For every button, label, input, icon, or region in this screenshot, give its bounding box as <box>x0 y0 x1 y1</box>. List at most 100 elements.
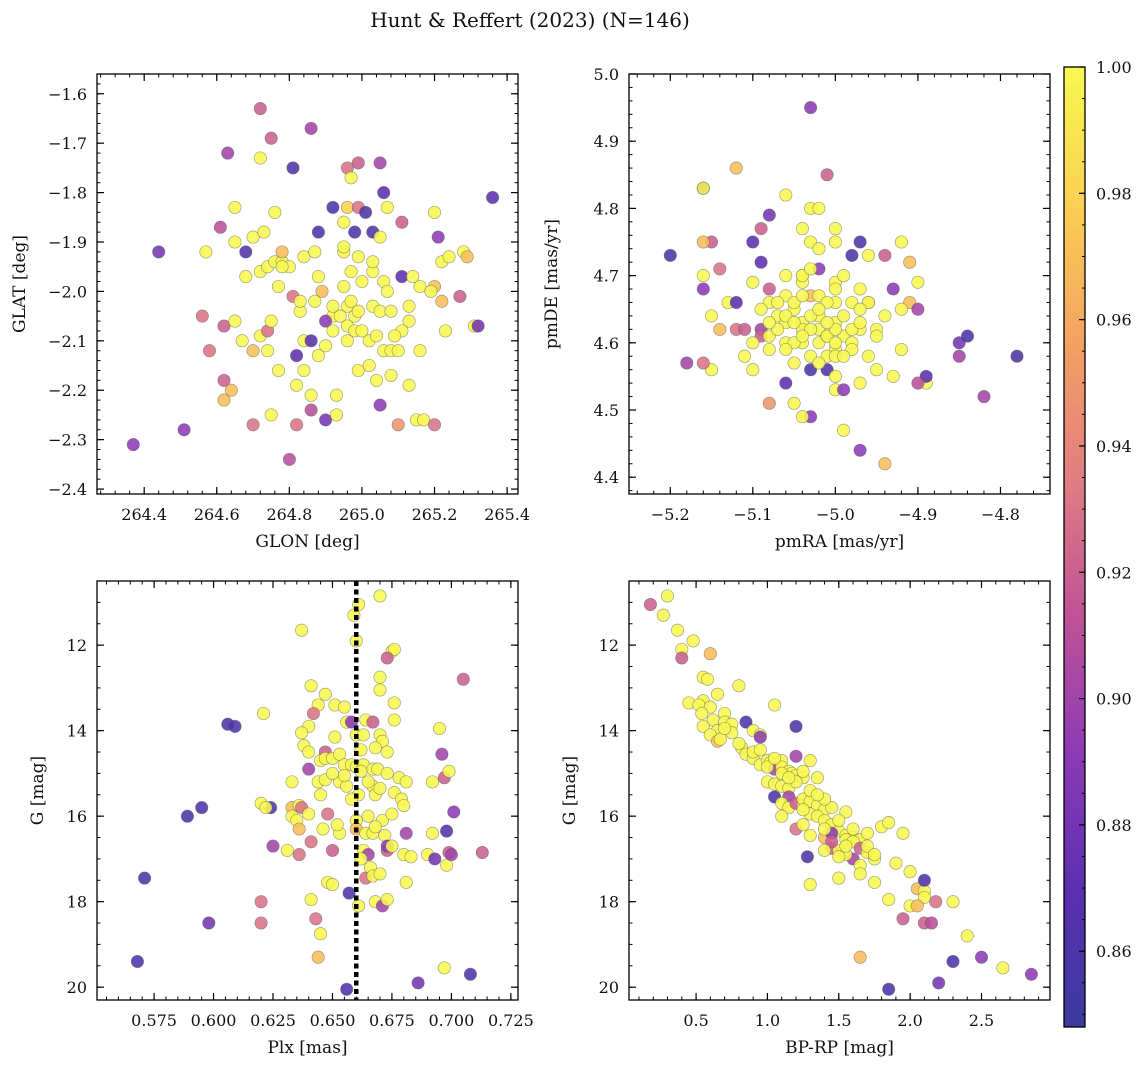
data-point <box>960 929 974 943</box>
y-tick-label: 20 <box>67 978 87 997</box>
y-axis-label: G [mag] <box>28 756 48 825</box>
data-point <box>696 235 710 249</box>
data-point <box>246 418 260 432</box>
data-point <box>771 295 785 310</box>
data-point <box>290 378 304 392</box>
data-point <box>911 275 925 289</box>
data-point <box>845 248 859 262</box>
data-point <box>463 967 477 981</box>
data-point <box>832 871 846 885</box>
data-point <box>762 208 776 222</box>
x-tick-label: 0.725 <box>488 1011 534 1030</box>
panel-pm: −5.2 −5.1 −5.0 −4.9 −4.8 4.4 4.5 4.6 4.7 4.8 4.9 5.… <box>542 65 1051 552</box>
x-tick-label: −4.8 <box>981 505 1020 524</box>
data-point <box>453 289 467 303</box>
data-point <box>762 282 776 296</box>
x-axis-label: pmRA [mas/yr] <box>775 532 904 552</box>
data-point <box>228 314 242 328</box>
data-point <box>340 982 354 996</box>
data-point <box>428 852 442 866</box>
data-point <box>380 745 394 759</box>
x-tick-label: 1.0 <box>755 1011 780 1030</box>
data-point <box>444 848 458 862</box>
data-point <box>832 850 846 864</box>
data-point <box>344 294 358 308</box>
panel-cmd: 0.5 1.0 1.5 2.0 2.5 12 14 16 18 20 BP-RP [mag] G [m… <box>560 580 1051 1058</box>
y-tick-label: 18 <box>67 893 87 912</box>
data-point <box>853 376 867 390</box>
data-point <box>867 875 882 889</box>
data-point <box>732 679 746 693</box>
panel-glon_glat: 264.4 264.6 264.8 265.0 265.2 265.4 −1.6 −1.7 −1… <box>10 73 530 552</box>
data-point <box>894 235 908 249</box>
x-tick-label: 0.5 <box>683 1011 708 1030</box>
x-tick-label: −4.9 <box>898 505 937 524</box>
data-point <box>306 706 320 721</box>
data-point <box>318 687 332 701</box>
data-point <box>304 403 318 417</box>
data-point <box>878 457 892 471</box>
data-point <box>882 982 896 996</box>
data-point <box>886 369 900 383</box>
y-tick-label: −2.4 <box>48 480 87 499</box>
data-point <box>304 835 318 849</box>
y-tick-label: −2.1 <box>48 332 87 351</box>
x-tick-label: 0.700 <box>428 1011 474 1030</box>
data-point <box>311 349 325 363</box>
data-point <box>738 322 752 336</box>
data-point <box>326 324 340 338</box>
data-point <box>753 730 767 744</box>
data-point <box>825 801 839 815</box>
data-point <box>878 309 892 323</box>
data-point <box>342 886 356 900</box>
data-point <box>762 342 776 357</box>
data-point <box>195 309 209 323</box>
data-point <box>380 892 394 907</box>
data-point <box>239 270 253 284</box>
data-point <box>946 895 960 909</box>
data-point <box>853 282 867 296</box>
data-point <box>643 597 657 612</box>
data-point <box>355 274 369 289</box>
data-point <box>952 349 966 363</box>
data-point <box>391 418 405 432</box>
data-point <box>810 771 824 785</box>
x-tick-label: 1.5 <box>826 1011 851 1030</box>
data-point <box>861 349 875 363</box>
y-axis-label: GLAT [deg] <box>10 235 30 333</box>
data-point <box>413 344 427 358</box>
colorbar-tick-label: 0.92 <box>1096 563 1132 582</box>
data-point <box>853 950 867 964</box>
y-tick-label: 16 <box>67 807 87 826</box>
data-point <box>368 741 382 755</box>
data-point <box>413 279 427 294</box>
x-axis-label: Plx [mas] <box>267 1038 347 1058</box>
data-point <box>256 706 271 721</box>
data-point <box>795 222 809 236</box>
data-point <box>775 809 789 823</box>
data-point <box>782 771 796 785</box>
axes-frame <box>96 580 519 1001</box>
data-point <box>388 329 402 343</box>
data-point <box>803 878 817 892</box>
data-point <box>221 146 235 160</box>
data-point <box>795 289 809 303</box>
data-point <box>286 161 300 175</box>
data-point <box>828 235 842 249</box>
data-point <box>442 250 456 264</box>
y-tick-label: 4.4 <box>594 468 619 487</box>
data-point <box>373 304 387 318</box>
data-point <box>839 839 853 853</box>
data-point <box>271 363 286 378</box>
data-point <box>373 230 387 244</box>
data-point <box>700 672 715 686</box>
data-point <box>695 706 709 721</box>
data-point <box>804 101 818 115</box>
data-point <box>800 850 814 864</box>
x-tick-label: 265.2 <box>412 505 458 524</box>
data-point <box>779 376 793 390</box>
panel-plx_g: 0.575 0.600 0.625 0.650 0.675 0.700 0.725 12 14 1… <box>28 580 534 1058</box>
data-point <box>359 205 373 219</box>
x-tick-label: −5.2 <box>651 505 690 524</box>
data-point <box>337 768 351 783</box>
